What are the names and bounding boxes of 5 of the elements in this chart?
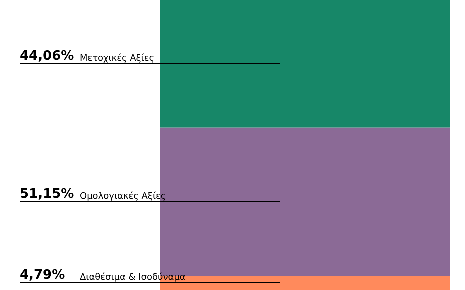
data-label: 4,79%	[20, 268, 66, 284]
series-label: Μετοχικές Αξίες	[80, 52, 154, 64]
data-label: 44,06%	[20, 48, 74, 64]
series-label: Διαθέσιμα & Ισοδύναμα	[80, 272, 186, 284]
data-label: 51,15%	[20, 186, 74, 202]
